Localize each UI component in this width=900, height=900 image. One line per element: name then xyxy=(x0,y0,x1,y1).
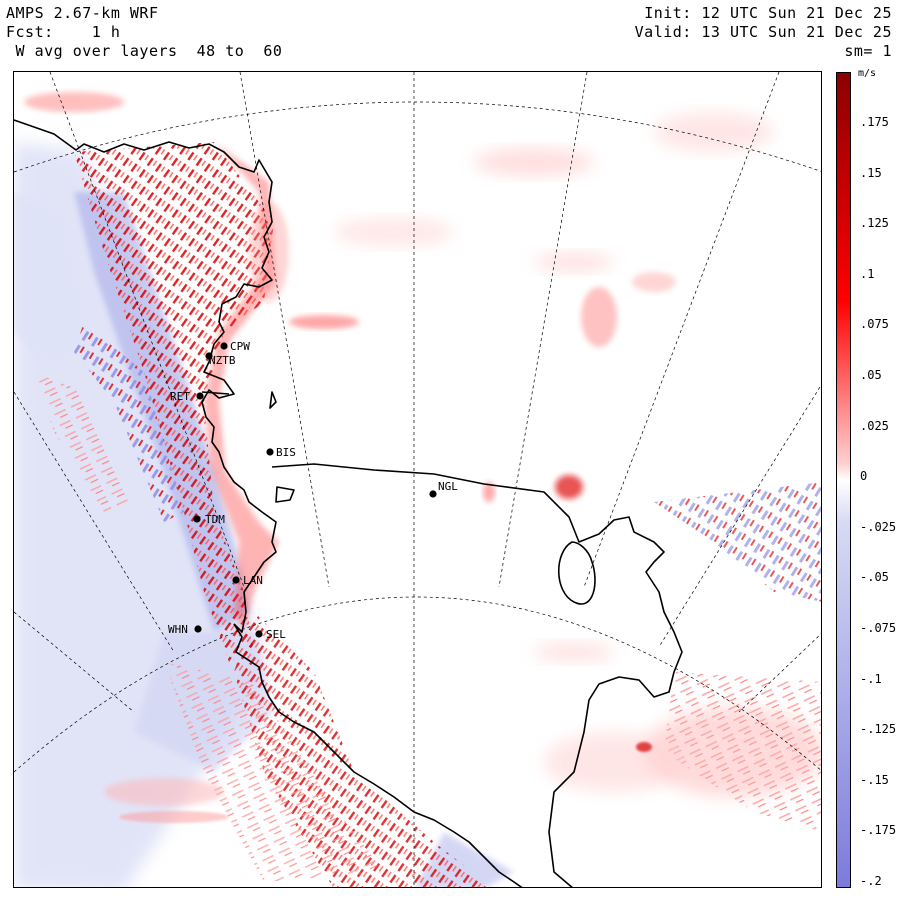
colorbar-tick-label: -.05 xyxy=(860,570,889,585)
station-label-ngl: NGL xyxy=(438,480,458,493)
colorbar-tick-label: 0 xyxy=(860,469,868,484)
colorbar-tick-label: -.025 xyxy=(860,519,897,534)
map-panel[interactable]: CPW NZTB RET BIS NGL TDM LAN WHN SEL xyxy=(13,71,822,888)
station-dot-ret xyxy=(196,392,204,400)
station-dot-lan xyxy=(232,576,240,584)
station-label-ret: RET xyxy=(170,390,190,403)
colorbar-tick-label: -.15 xyxy=(860,772,889,787)
station-label-whn: WHN xyxy=(168,623,188,636)
colorbar-tick-label: -.075 xyxy=(860,621,897,635)
colorbar-tick-label: -.1 xyxy=(860,671,882,686)
station-label-bis: BIS xyxy=(276,446,296,459)
colorbar-tick-label: .1 xyxy=(860,266,875,281)
init-time: Init: 12 UTC Sun 21 Dec 25 xyxy=(644,4,892,22)
graticule xyxy=(14,72,821,887)
smoothing-label: sm= 1 xyxy=(844,42,892,60)
station-label-tdm: TDM xyxy=(205,513,225,526)
field-description: W avg over layers 48 to 60 xyxy=(6,42,283,60)
colorbar-tick-label: .15 xyxy=(860,165,882,180)
colorbar xyxy=(836,72,851,888)
colorbar-tick-label: -.125 xyxy=(860,722,897,737)
forecast-hour: Fcst: 1 h xyxy=(6,23,121,41)
station-dot-tdm xyxy=(193,515,201,523)
colorbar-tick-label: -.2 xyxy=(860,874,882,888)
station-dot-sel xyxy=(255,630,263,638)
coastline xyxy=(14,119,683,887)
colorbar-tick-label: .125 xyxy=(860,216,889,231)
station-dot-ngl xyxy=(429,490,437,498)
model-title: AMPS 2.67-km WRF xyxy=(6,4,159,22)
station-dot-bis xyxy=(266,448,274,456)
colorbar-unit: m/s xyxy=(858,68,877,79)
colorbar-tick-label: .075 xyxy=(860,317,889,332)
positive-vertical-velocity-field xyxy=(24,92,821,887)
station-label-lan: LAN xyxy=(243,574,263,587)
colorbar-tick-label: .025 xyxy=(860,418,889,433)
station-dot-nztb xyxy=(205,352,213,360)
station-label-cpw: CPW xyxy=(230,340,250,353)
station-label-sel: SEL xyxy=(266,628,286,641)
colorbar-tick-label: .05 xyxy=(860,368,882,382)
station-dot-cpw xyxy=(220,342,228,350)
station-label-nztb: NZTB xyxy=(209,354,236,367)
valid-time: Valid: 13 UTC Sun 21 Dec 25 xyxy=(634,23,892,41)
station-dot-whn xyxy=(194,625,202,633)
colorbar-tick-label: .175 xyxy=(860,115,889,129)
colorbar-tick-label: -.175 xyxy=(860,823,897,838)
